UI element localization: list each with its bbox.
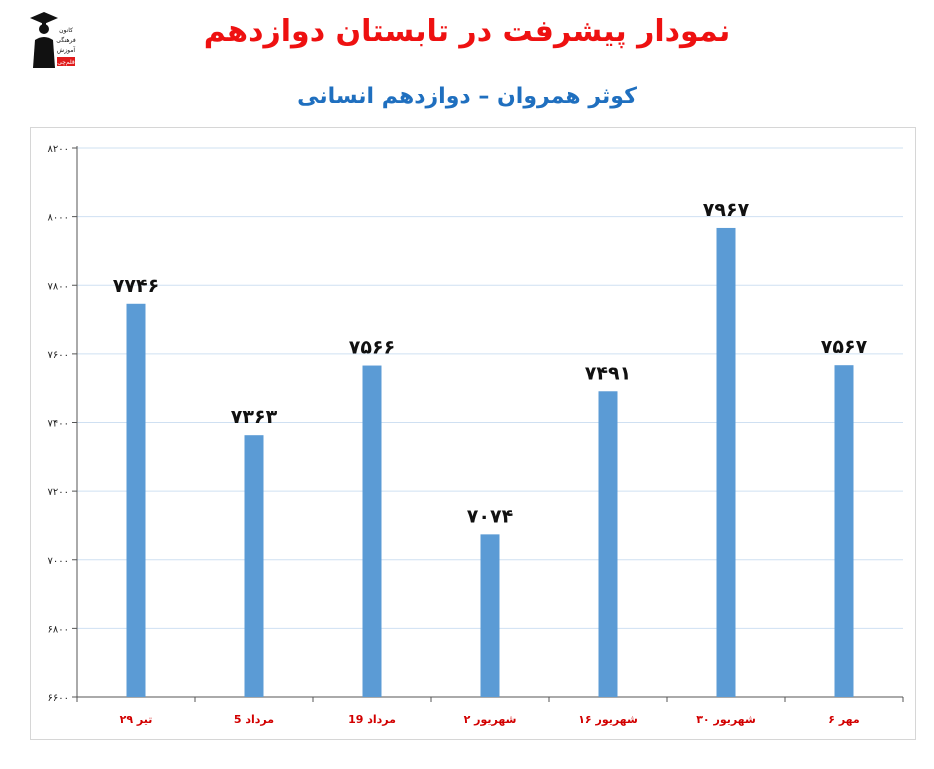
logo-line-2: فرهنگی (56, 36, 76, 44)
x-tick-label: 19 مرداد (348, 713, 396, 726)
chart-frame: ۶۶۰۰ ۶۸۰۰ ۷۰۰۰ ۷۲۰۰ ۷۴۰۰ ۷۶۰۰ ۷۸۰۰ ۸۰۰۰ ۸۲۰۰ ۲۹ … (30, 127, 916, 740)
page-subtitle: کوثر همروان – دوازدهم انسانی (297, 84, 637, 109)
y-tick-label: ۷۲۰۰ (48, 487, 69, 498)
bars (126, 227, 854, 697)
x-tick-label: ۶ مهر (828, 713, 859, 726)
x-tick-label: 5 مرداد (234, 713, 274, 726)
data-label: ۷۰۷۴ (467, 505, 513, 527)
x-tick-label: ۲۹ تیر (120, 713, 153, 726)
bar (362, 365, 382, 697)
y-tick-label: ۶۸۰۰ (48, 624, 69, 635)
page-title: نمودار پیشرفت در تابستان دوازدهم (203, 14, 731, 49)
y-tick-label: ۶۶۰۰ (48, 693, 69, 704)
data-label: ۷۴۹۱ (585, 362, 631, 384)
logo-badge (57, 57, 75, 66)
logo-line-1: کانون (59, 27, 73, 34)
x-tick-label: ۳۰ شهریور (696, 713, 756, 726)
x-tick-label: ۲ شهریور (464, 713, 517, 726)
logo-line-3: آموزش (57, 45, 76, 54)
y-tick-label: ۷۰۰۰ (48, 556, 69, 567)
bar (834, 365, 854, 697)
data-label: ۷۵۶۶ (349, 337, 395, 359)
bar (598, 391, 618, 697)
y-tick-label: ۷۸۰۰ (48, 281, 69, 292)
y-tick-label: ۸۲۰۰ (48, 144, 69, 155)
bar (126, 303, 146, 697)
x-tick-label: ۱۶ شهریور (578, 713, 638, 726)
y-tick-label: ۷۴۰۰ (48, 419, 69, 430)
data-label: ۷۳۶۳ (231, 406, 278, 428)
bar-chart: ۶۶۰۰ ۶۸۰۰ ۷۰۰۰ ۷۲۰۰ ۷۴۰۰ ۷۶۰۰ ۷۸۰۰ ۸۰۰۰ ۸۲۰۰ ۲۹ … (48, 144, 904, 726)
y-tick-label: ۷۶۰۰ (48, 350, 69, 361)
logo-line-4: قلم‌چی (57, 59, 75, 66)
y-tick-label: ۸۰۰۰ (48, 213, 69, 224)
data-label: ۷۷۴۶ (113, 275, 159, 297)
bar (244, 435, 264, 697)
data-label: ۷۹۶۷ (703, 199, 750, 221)
bar (480, 534, 500, 697)
labels: ۲۹ تیر ۷۷۴۶ 5 مرداد ۷۳۶۳ 19 مرداد ۷۵۶۶ ۲ شهریو… (113, 199, 868, 726)
axes: ۶۶۰۰ ۶۸۰۰ ۷۰۰۰ ۷۲۰۰ ۷۴۰۰ ۷۶۰۰ ۷۸۰۰ ۸۰۰۰ ۸۲۰۰ (48, 144, 904, 704)
bar (716, 227, 736, 697)
logo: کانون فرهنگی آموزش قلم‌چی (30, 12, 76, 68)
data-label: ۷۵۶۷ (821, 336, 868, 358)
graduate-icon (30, 12, 58, 68)
